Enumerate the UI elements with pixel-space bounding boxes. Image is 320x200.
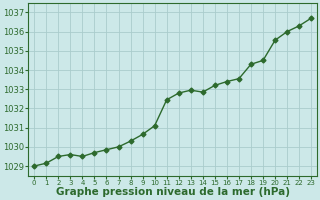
X-axis label: Graphe pression niveau de la mer (hPa): Graphe pression niveau de la mer (hPa) (56, 187, 290, 197)
